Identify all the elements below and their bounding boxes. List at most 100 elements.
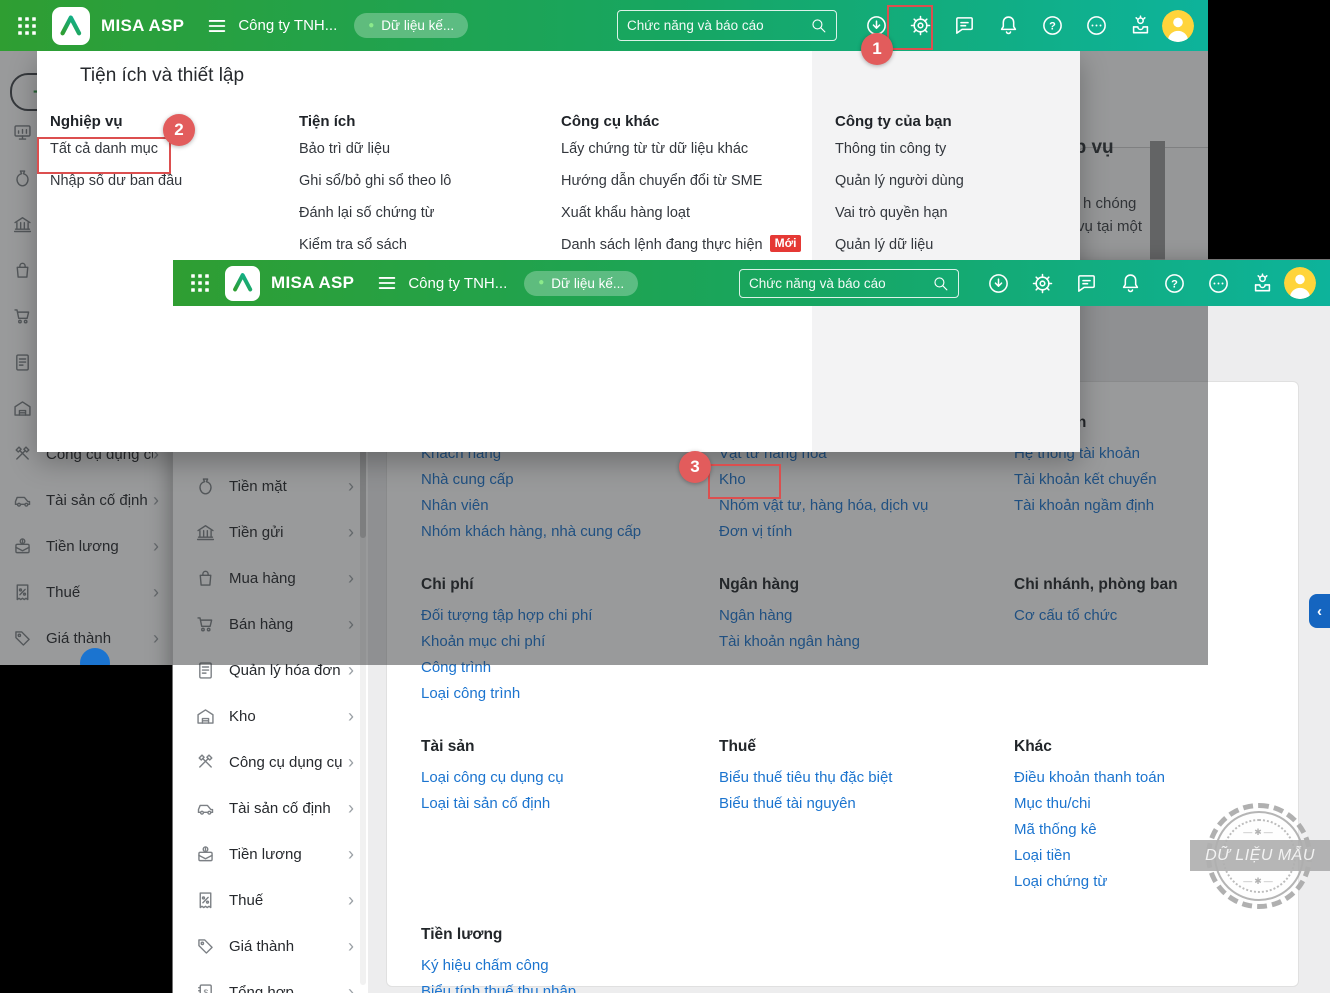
dropdown-item-label: Nhập số dư ban đầu (50, 173, 183, 189)
chat-icon[interactable] (953, 14, 976, 37)
apps-grid-icon[interactable] (15, 14, 39, 38)
category-link[interactable]: Ký hiệu chấm công (421, 957, 549, 974)
category-link[interactable]: Kho 3 (679, 451, 781, 499)
sidebar-item-deposit[interactable]: Tiền gửi › (173, 509, 368, 555)
category-link[interactable]: Biểu thuế tài nguyên (719, 795, 856, 812)
user-avatar[interactable] (1284, 267, 1316, 299)
salary-icon (12, 536, 33, 557)
category-link[interactable]: Loại chứng từ (1014, 873, 1108, 890)
sidebar-item-invoice[interactable]: Quản lý hóa đơn › (173, 647, 368, 693)
help-icon[interactable]: ? (1041, 14, 1064, 37)
data-pill-label: Dữ liệu kế... (551, 275, 625, 291)
category-link[interactable]: Nhà cung cấp (421, 471, 514, 488)
category-link[interactable]: Công trình (421, 659, 492, 676)
annotation-step-1: 1 (861, 33, 893, 65)
dropdown-item[interactable]: Hướng dẫn chuyển đổi từ SME (561, 165, 801, 197)
collapse-panel-button[interactable]: ‹ (1309, 594, 1330, 628)
category-link[interactable]: Biểu tính thuế thu nhập (421, 983, 577, 993)
sidebar-item-cost[interactable]: Giá thành › (0, 615, 173, 661)
data-status-pill[interactable]: ● Dữ liệu kế... (524, 270, 639, 296)
whats-new-icon[interactable] (1129, 14, 1152, 37)
category-link[interactable]: Tài khoản ngân hàng (719, 633, 860, 650)
sidebar-item-purchase[interactable]: Mua hàng › (173, 555, 368, 601)
more-icon[interactable] (1085, 14, 1108, 37)
category-link[interactable]: Biểu thuế tiêu thụ đặc biệt (719, 769, 893, 786)
menu-icon[interactable] (376, 272, 398, 294)
sales-icon (195, 614, 216, 635)
category-link[interactable]: Mục thu/chi (1014, 795, 1091, 812)
warehouse-icon (195, 706, 216, 727)
tools-icon (195, 752, 216, 773)
menu-icon[interactable] (206, 15, 228, 37)
category-link[interactable]: Nhóm khách hàng, nhà cung cấp (421, 523, 642, 540)
data-status-pill[interactable]: ● Dữ liệu kế... (354, 13, 469, 38)
dropdown-item[interactable]: Vai trò quyền hạn (835, 197, 964, 229)
dropdown-item[interactable]: Kiểm tra sổ sách (299, 229, 451, 261)
category-link[interactable]: Nhân viên (421, 497, 489, 514)
user-avatar[interactable] (1162, 9, 1194, 42)
sidebar-item-summary[interactable]: $ Tổng hợp › (173, 969, 368, 993)
data-pill-label: Dữ liệu kế... (381, 18, 455, 33)
dropdown-item[interactable]: Quản lý dữ liệu (835, 229, 964, 261)
notifications-icon[interactable] (997, 14, 1020, 37)
whats-new-icon[interactable] (1251, 272, 1274, 295)
search-input[interactable]: Chức năng và báo cáo (617, 10, 837, 41)
settings-icon[interactable] (909, 14, 932, 37)
search-input[interactable]: Chức năng và báo cáo (739, 268, 959, 298)
sidebar-item-tools[interactable]: Công cụ dụng cụ › (173, 739, 368, 785)
sidebar-item-warehouse[interactable]: Kho › (173, 693, 368, 739)
dropdown-item[interactable]: Ghi sổ/bỏ ghi sổ theo lô (299, 165, 451, 197)
sidebar-item-label: Tiền lương (46, 537, 119, 555)
dropdown-item[interactable]: Quản lý người dùng (835, 165, 964, 197)
chevron-right-icon: › (348, 614, 354, 634)
sidebar-item-payroll[interactable]: Tiền lương › (173, 831, 368, 877)
category-link[interactable]: Tài khoản kết chuyển (1014, 471, 1157, 488)
dropdown-item[interactable]: Đánh lại số chứng từ (299, 197, 451, 229)
category-link[interactable]: Mã thống kê (1014, 821, 1097, 838)
category-link[interactable]: Nhóm vật tư, hàng hóa, dịch vụ (719, 497, 929, 514)
dropdown-item[interactable]: Danh sách lệnh đang thực hiện Mới (561, 229, 802, 261)
category-link[interactable]: Đối tượng tập hợp chi phí (421, 607, 593, 624)
chevron-right-icon: › (153, 490, 159, 510)
sidebar-item-sales[interactable]: Bán hàng › (173, 601, 368, 647)
sidebar-item-tax[interactable]: Thuế › (173, 877, 368, 923)
category-link[interactable]: Khoản mục chi phí (421, 633, 546, 650)
settings-icon[interactable] (1031, 272, 1054, 295)
category-link[interactable]: Tài khoản ngầm định (1014, 497, 1155, 514)
sidebar-scrollbar-thumb[interactable] (360, 408, 366, 538)
dropdown-item[interactable]: Nhập số dư ban đầu (50, 165, 182, 197)
more-icon[interactable] (1207, 272, 1230, 295)
dropdown-item[interactable]: Lấy chứng từ từ dữ liệu khác (561, 133, 801, 165)
company-name[interactable]: Công ty TNH... (408, 274, 508, 292)
company-name[interactable]: Công ty TNH... (238, 17, 338, 34)
dropdown-item[interactable]: Xuất khẩu hàng loạt (561, 197, 801, 229)
category-link[interactable]: Điều khoản thanh toán (1014, 769, 1165, 786)
dropdown-item[interactable]: Thông tin công ty (835, 133, 964, 165)
sidebar-item-tax[interactable]: Thuế › (0, 569, 173, 615)
download-icon[interactable] (987, 272, 1010, 295)
category-link[interactable]: Loại công cụ dụng cụ (421, 769, 564, 786)
category-link[interactable]: Loại tiền (1014, 847, 1071, 864)
category-link[interactable]: Cơ cấu tổ chức (1014, 607, 1118, 624)
dropdown-item[interactable]: Tất cả danh mục (50, 133, 182, 165)
sidebar-item-payroll[interactable]: Tiền lương › (0, 523, 173, 569)
sidebar-item-fixed-asset[interactable]: Tài sản cố định › (0, 477, 173, 523)
scroll-up-button[interactable]: ︿ (80, 648, 110, 665)
category-link[interactable]: Đơn vị tính (719, 523, 793, 540)
sidebar-item-cost[interactable]: Giá thành › (173, 923, 368, 969)
sidebar-item-cash[interactable]: Tiền mặt › (173, 463, 368, 509)
dropdown-item[interactable]: Bảo trì dữ liệu (299, 133, 451, 165)
bank-icon (12, 214, 33, 235)
sidebar-scrollbar[interactable] (360, 406, 366, 985)
apps-grid-icon[interactable] (188, 271, 212, 295)
notifications-icon[interactable] (1119, 272, 1142, 295)
dropdown-company-section-bg (812, 51, 1080, 452)
category-link[interactable]: Ngân hàng (719, 607, 793, 624)
help-icon[interactable]: ? (1163, 272, 1186, 295)
chat-icon[interactable] (1075, 272, 1098, 295)
sidebar-item-fixed-asset[interactable]: Tài sản cố định › (173, 785, 368, 831)
category-link[interactable]: Loại tài sản cố định (421, 795, 551, 812)
category-link[interactable]: Loại công trình (421, 685, 521, 702)
dropdown-item-label: Thông tin công ty (835, 141, 947, 157)
